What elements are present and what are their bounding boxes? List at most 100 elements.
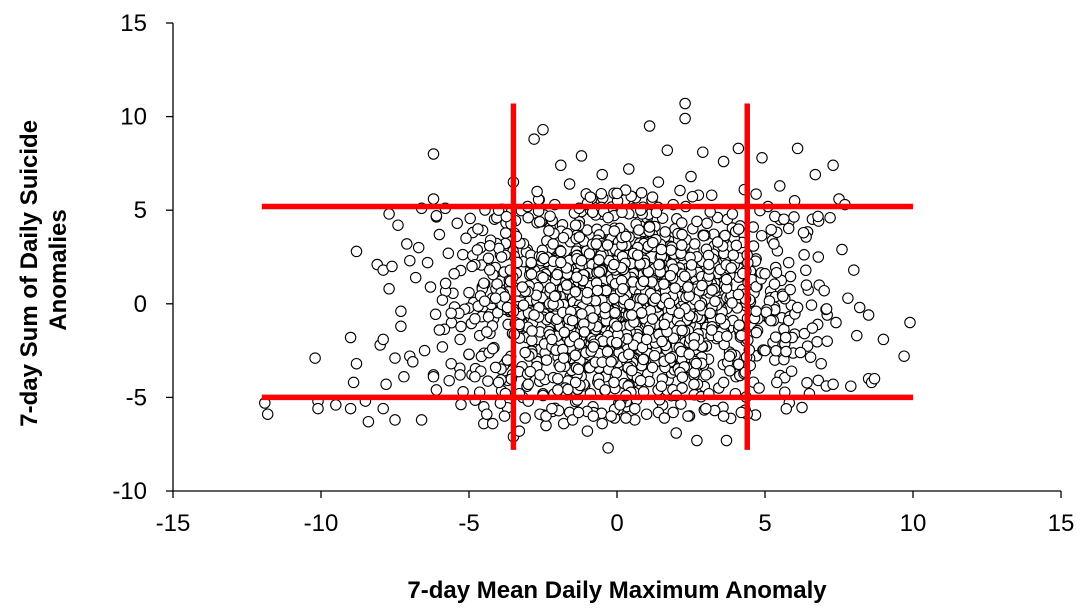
data-point xyxy=(818,284,830,297)
data-point xyxy=(726,208,739,220)
data-point xyxy=(726,297,738,309)
data-point xyxy=(646,313,659,325)
data-point xyxy=(421,256,434,269)
data-point xyxy=(667,406,679,419)
data-point xyxy=(383,283,395,295)
data-point xyxy=(770,266,783,279)
data-point xyxy=(525,256,537,269)
data-point xyxy=(653,258,665,271)
data-point xyxy=(820,303,833,315)
data-point xyxy=(380,378,392,391)
data-point xyxy=(765,314,777,327)
data-point xyxy=(673,307,685,319)
data-point xyxy=(679,97,691,110)
data-point xyxy=(812,374,825,387)
data-point xyxy=(412,241,425,254)
data-point xyxy=(637,293,649,305)
data-point xyxy=(643,120,656,132)
data-point xyxy=(569,376,582,389)
data-point xyxy=(377,333,389,346)
data-point xyxy=(836,243,848,256)
data-point xyxy=(691,434,703,447)
data-point xyxy=(851,329,863,342)
data-point xyxy=(782,222,795,235)
data-point xyxy=(796,401,808,414)
data-point xyxy=(593,266,605,278)
data-point xyxy=(777,290,789,303)
data-point xyxy=(555,245,567,258)
data-point xyxy=(800,264,812,277)
data-points xyxy=(259,97,916,454)
data-point xyxy=(620,412,632,424)
data-point xyxy=(522,378,534,391)
data-point xyxy=(596,417,608,430)
data-point xyxy=(623,163,635,175)
data-point xyxy=(714,313,727,325)
data-point xyxy=(750,188,762,200)
data-point xyxy=(730,239,743,252)
data-point xyxy=(528,309,540,321)
data-point xyxy=(750,281,762,293)
data-point xyxy=(609,307,621,319)
data-point xyxy=(569,349,582,362)
data-point xyxy=(727,249,740,261)
data-point xyxy=(862,309,875,321)
data-point xyxy=(409,271,422,284)
data-point xyxy=(779,331,792,344)
data-point xyxy=(433,228,446,241)
data-point xyxy=(483,264,496,276)
data-point xyxy=(683,348,695,360)
data-point xyxy=(830,316,842,329)
data-point xyxy=(454,333,466,346)
data-point xyxy=(688,378,700,391)
data-point xyxy=(549,290,561,303)
data-point xyxy=(448,268,460,280)
data-point xyxy=(809,168,822,181)
data-point xyxy=(685,170,697,183)
data-point xyxy=(694,299,706,312)
data-point xyxy=(780,403,793,415)
data-point xyxy=(610,336,623,349)
data-point xyxy=(705,189,718,201)
data-point xyxy=(605,356,617,368)
data-point xyxy=(682,281,694,293)
data-point xyxy=(389,352,401,364)
data-point xyxy=(587,312,599,324)
data-point xyxy=(623,298,636,311)
data-point xyxy=(602,211,614,224)
data-point xyxy=(700,369,712,381)
data-point xyxy=(898,350,910,362)
data-point xyxy=(526,325,538,337)
data-point xyxy=(688,366,701,379)
data-point xyxy=(649,292,662,304)
data-point xyxy=(703,258,715,271)
data-point xyxy=(643,221,656,233)
data-point xyxy=(569,286,582,298)
data-point xyxy=(605,410,617,422)
data-point xyxy=(596,168,608,181)
data-point xyxy=(557,352,570,364)
data-point xyxy=(445,307,457,319)
data-point xyxy=(877,333,890,346)
data-point xyxy=(732,358,745,371)
data-point xyxy=(704,307,716,320)
data-point xyxy=(552,384,564,396)
data-point xyxy=(679,112,691,125)
data-point xyxy=(472,223,484,235)
data-point xyxy=(599,384,611,396)
data-point xyxy=(697,229,710,242)
data-point xyxy=(774,180,786,192)
data-point xyxy=(655,243,668,256)
data-point xyxy=(676,324,688,337)
data-point xyxy=(595,187,608,200)
data-point xyxy=(439,277,452,290)
data-point xyxy=(398,371,410,383)
y-tick-label: -5 xyxy=(126,384,147,411)
data-point xyxy=(555,256,567,269)
data-point xyxy=(386,260,398,273)
data-point xyxy=(623,348,635,361)
data-point xyxy=(546,402,558,415)
data-point xyxy=(800,279,813,291)
data-point xyxy=(526,334,538,347)
data-point xyxy=(486,417,499,430)
